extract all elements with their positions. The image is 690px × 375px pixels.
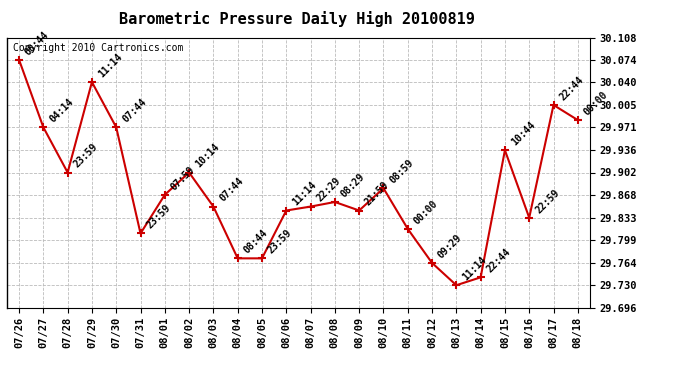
Text: 10:44: 10:44 bbox=[509, 120, 537, 147]
Text: 11:14: 11:14 bbox=[96, 51, 124, 79]
Text: 22:44: 22:44 bbox=[558, 74, 586, 102]
Text: 22:29: 22:29 bbox=[315, 176, 342, 204]
Text: 04:14: 04:14 bbox=[48, 97, 75, 124]
Text: 00:00: 00:00 bbox=[582, 90, 610, 117]
Text: 00:00: 00:00 bbox=[412, 198, 440, 226]
Text: 11:14: 11:14 bbox=[460, 255, 489, 282]
Text: Copyright 2010 Cartronics.com: Copyright 2010 Cartronics.com bbox=[12, 43, 183, 53]
Text: 07:44: 07:44 bbox=[120, 97, 148, 124]
Text: 23:59: 23:59 bbox=[266, 228, 294, 256]
Text: 07:59: 07:59 bbox=[169, 164, 197, 192]
Text: 22:44: 22:44 bbox=[485, 247, 513, 274]
Text: 21:59: 21:59 bbox=[364, 180, 391, 208]
Text: 23:59: 23:59 bbox=[145, 203, 172, 231]
Text: 10:14: 10:14 bbox=[193, 142, 221, 170]
Text: 22:59: 22:59 bbox=[533, 187, 561, 215]
Text: 11:14: 11:14 bbox=[290, 180, 318, 208]
Text: 08:29: 08:29 bbox=[339, 171, 367, 199]
Text: 07:44: 07:44 bbox=[217, 176, 246, 204]
Text: 08:59: 08:59 bbox=[388, 158, 415, 186]
Text: 08:44: 08:44 bbox=[23, 29, 51, 57]
Text: 09:29: 09:29 bbox=[436, 232, 464, 260]
Text: Barometric Pressure Daily High 20100819: Barometric Pressure Daily High 20100819 bbox=[119, 11, 475, 27]
Text: 23:59: 23:59 bbox=[72, 142, 99, 170]
Text: 08:44: 08:44 bbox=[242, 228, 270, 256]
